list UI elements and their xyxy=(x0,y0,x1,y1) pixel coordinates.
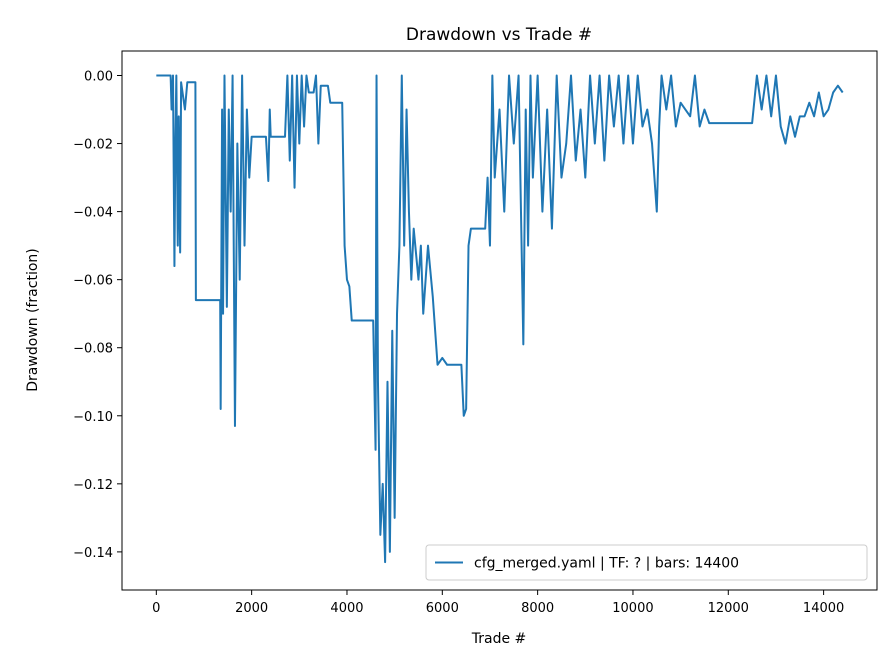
x-tick-label: 8000 xyxy=(521,601,554,616)
y-tick-label: 0.00 xyxy=(84,70,113,85)
chart-title: Drawdown vs Trade # xyxy=(406,25,592,45)
legend-box xyxy=(425,544,868,581)
data-line xyxy=(156,74,844,564)
y-tick-label: −0.04 xyxy=(73,206,113,221)
x-tick-label: 14000 xyxy=(803,601,844,616)
y-tick-label: −0.12 xyxy=(73,478,113,493)
x-tick-label: 4000 xyxy=(330,601,363,616)
legend-label: cfg_merged.yaml | TF: ? | bars: 14400 xyxy=(474,556,739,572)
x-tick-label: 10000 xyxy=(612,601,653,616)
x-tick-label: 0 xyxy=(152,601,160,616)
y-tick-label: −0.14 xyxy=(73,546,113,561)
y-axis-label: Drawdown (fraction) xyxy=(25,248,41,392)
y-tick-label: −0.06 xyxy=(73,274,113,289)
axes-frame xyxy=(121,50,878,591)
x-tick-label: 12000 xyxy=(708,601,749,616)
x-tick-label: 2000 xyxy=(235,601,268,616)
y-tick-label: −0.08 xyxy=(73,342,113,357)
y-tick-label: −0.10 xyxy=(73,410,113,425)
y-tick-label: −0.02 xyxy=(73,138,113,153)
x-axis-label: Trade # xyxy=(471,631,527,647)
x-tick-label: 6000 xyxy=(426,601,459,616)
